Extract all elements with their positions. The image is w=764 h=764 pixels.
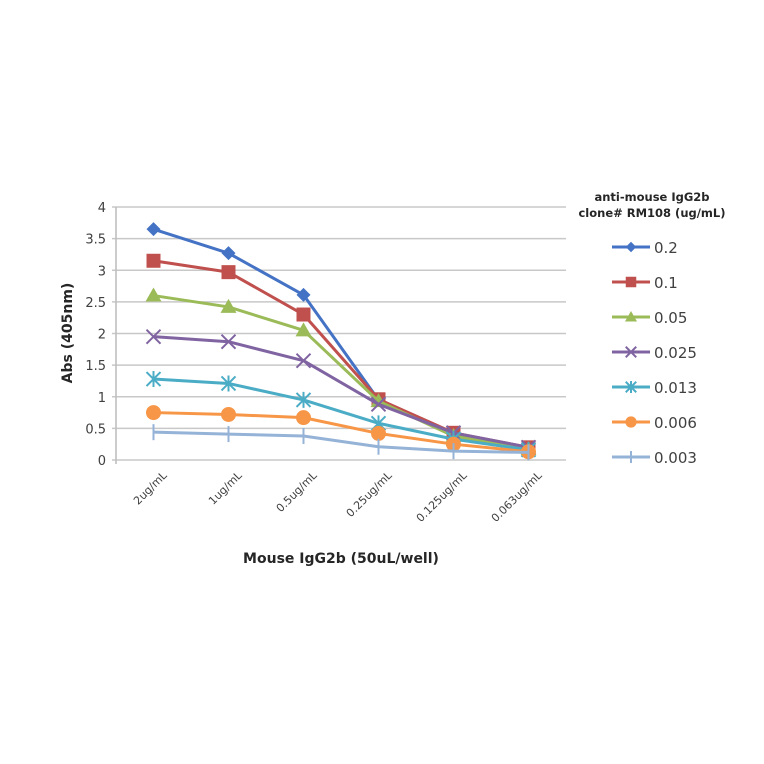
legend-item-0.1: 0.1 [612, 274, 678, 292]
circle-marker [371, 425, 386, 441]
star-marker [295, 391, 312, 408]
x-marker [295, 352, 312, 369]
legend-title-line-1: anti-mouse IgG2b [594, 190, 709, 204]
circle-marker [221, 406, 236, 422]
diamond-marker [221, 246, 236, 261]
star-marker [145, 371, 162, 388]
square-marker [221, 265, 236, 280]
legend: anti-mouse IgG2b clone# RM108 (ug/mL) 0.… [578, 190, 725, 467]
y-tick-label: 3 [98, 264, 106, 279]
y-axis-title: Abs (405nm) [60, 283, 76, 384]
legend-label: 0.2 [654, 239, 678, 257]
triangle-marker [145, 287, 162, 302]
square-marker [296, 307, 311, 322]
legend-label: 0.05 [654, 309, 687, 327]
triangle-marker [625, 311, 637, 322]
series-0.025 [145, 328, 537, 456]
circle-marker [146, 405, 161, 421]
y-tick-label: 1 [98, 391, 106, 406]
x-marker [625, 346, 637, 358]
x-tick-label: 0.063ug/mL [489, 468, 545, 524]
x-marker [145, 328, 162, 345]
x-tick-label: 0.125ug/mL [414, 468, 470, 524]
y-tick-label: 0 [98, 454, 106, 469]
triangle-marker [295, 322, 312, 337]
star-marker [220, 375, 237, 392]
legend-item-0.013: 0.013 [612, 379, 697, 397]
y-tick-label: 2.5 [85, 296, 106, 311]
legend-item-0.006: 0.006 [612, 414, 697, 432]
y-tick-label: 4 [98, 201, 106, 216]
series-line [153, 377, 529, 452]
legend-item-0.003: 0.003 [612, 449, 697, 467]
circle-marker [296, 410, 311, 426]
y-tick-label: 2 [98, 328, 106, 343]
diamond-marker [146, 222, 161, 237]
x-tick-label: 1ug/mL [206, 468, 245, 507]
x-marker [370, 396, 387, 413]
series-0.2 [146, 222, 536, 455]
square-marker [625, 276, 637, 288]
legend-label: 0.025 [654, 344, 697, 362]
legend-item-0.025: 0.025 [612, 344, 697, 362]
y-axis: 0 0.5 1 1.5 2 2.5 3 3.5 4 [85, 201, 117, 469]
x-axis-title: Mouse IgG2b (50uL/well) [243, 551, 439, 567]
diamond-marker [625, 241, 637, 253]
triangle-marker [220, 298, 237, 313]
diamond-marker [296, 287, 311, 302]
series-line [153, 294, 529, 451]
star-marker [625, 381, 637, 393]
legend-item-0.2: 0.2 [612, 239, 678, 257]
y-tick-label: 1.5 [85, 359, 106, 374]
series-line [153, 411, 529, 454]
y-tick-label: 0.5 [85, 422, 106, 437]
legend-label: 0.013 [654, 379, 697, 397]
x-tick-label: 0.25ug/mL [344, 468, 396, 520]
gridlines [112, 206, 566, 461]
x-tick-label: 0.5ug/mL [274, 468, 321, 515]
legend-label: 0.1 [654, 274, 678, 292]
legend-title-line-2: clone# RM108 (ug/mL) [578, 206, 725, 220]
plot-area [145, 222, 537, 461]
series-line [153, 335, 529, 449]
legend-label: 0.006 [654, 414, 697, 432]
series-line [153, 259, 529, 449]
legend-item-0.05: 0.05 [612, 309, 687, 327]
x-axis: 2ug/mL 1ug/mL 0.5ug/mL 0.25ug/mL 0.125ug/mL 0… [131, 468, 545, 524]
series-line [153, 430, 529, 454]
square-marker [146, 253, 161, 268]
y-tick-label: 3.5 [85, 233, 106, 248]
x-marker [220, 334, 237, 350]
series-0.003 [152, 424, 530, 461]
x-tick-label: 2ug/mL [131, 468, 170, 507]
legend-label: 0.003 [654, 449, 697, 467]
circle-marker [625, 416, 637, 428]
series-0.05 [145, 287, 537, 456]
